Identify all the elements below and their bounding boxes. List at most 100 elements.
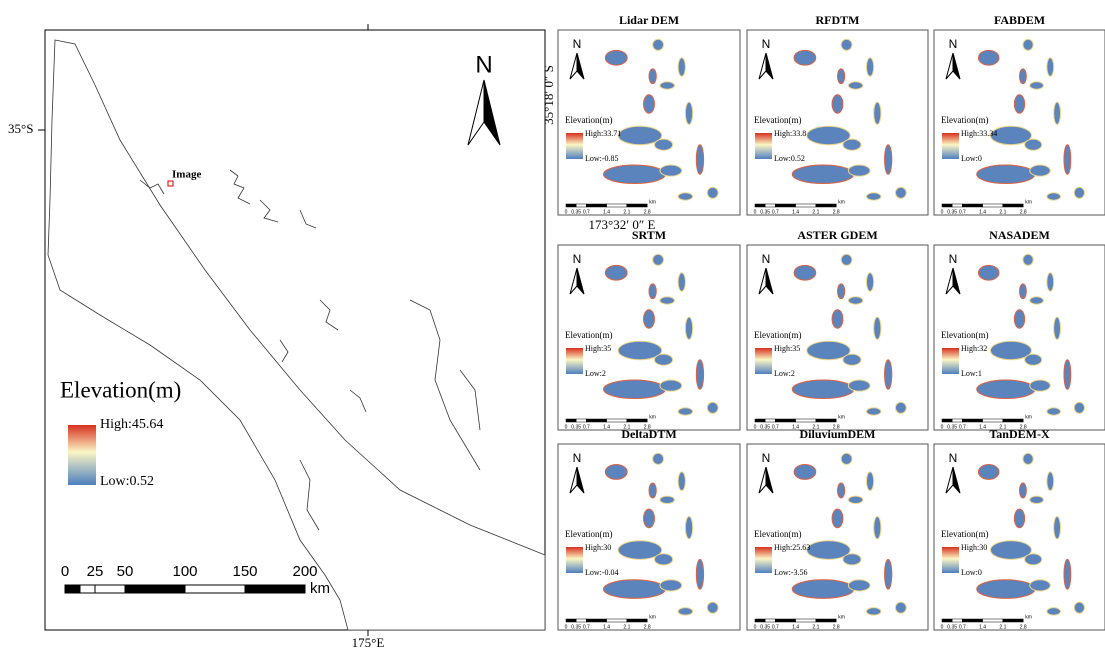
scale-segment (1002, 203, 1024, 208)
scale-label: 1.4 (792, 209, 799, 215)
scale-unit: km (310, 580, 330, 597)
water-body (837, 482, 846, 499)
water-body (1046, 192, 1062, 201)
scale-segment (764, 418, 776, 423)
water-body (884, 558, 893, 590)
scale-label: 2.8 (833, 624, 840, 630)
scale-label: 0.35 (947, 424, 957, 430)
water-body (653, 553, 674, 566)
water-body (1073, 186, 1085, 199)
water-body (684, 516, 694, 540)
water-body (1013, 94, 1026, 114)
water-body (791, 379, 855, 400)
scale-segment (775, 418, 796, 423)
scale-label: 0 (941, 424, 944, 430)
panel-frame (557, 443, 741, 631)
water-body (865, 57, 875, 77)
panel-title: TanDEM-X (989, 427, 1050, 441)
legend-low: Low:-3.56 (774, 568, 808, 577)
water-body (837, 68, 846, 85)
scale-label: 1.4 (603, 424, 610, 430)
water-body (1013, 309, 1026, 329)
north-arrow (952, 466, 961, 494)
scale-label: 2.1 (812, 424, 819, 430)
scale-label: 0 (754, 424, 757, 430)
scale-label: 1.4 (792, 424, 799, 430)
legend-high: High:45.64 (100, 417, 163, 432)
scale-unit: km (649, 414, 656, 420)
scale-segment (1002, 418, 1024, 423)
scale-label: 2.8 (1020, 624, 1027, 630)
water-body (603, 164, 666, 185)
legend-low: Low:0.52 (100, 474, 154, 489)
water-body (1022, 452, 1034, 465)
water-body (603, 579, 666, 599)
panel-frame (933, 244, 1105, 431)
inlets (139, 169, 481, 531)
water-body (706, 401, 719, 414)
water-body (806, 540, 851, 560)
scale-label: 0 (565, 209, 568, 215)
scale-segment (586, 203, 607, 208)
water-body (643, 508, 655, 529)
water-body (648, 283, 657, 300)
legend-title: Elevation(m) (941, 330, 988, 340)
scale-label: 200 (292, 563, 317, 580)
water-body (1024, 138, 1043, 151)
water-body (1024, 353, 1043, 366)
scale-label: 0.35 (571, 624, 581, 630)
scale-label: 2.8 (644, 424, 651, 430)
water-body (659, 296, 675, 305)
scale-segment (982, 203, 1004, 208)
legend-low: Low:0 (961, 568, 982, 577)
water-body (894, 401, 907, 414)
water-body (603, 379, 666, 400)
panel-frame (557, 244, 741, 431)
legend-ramp (755, 133, 772, 159)
legend-title: Elevation(m) (565, 529, 612, 539)
scale-label: 0 (941, 624, 944, 630)
water-body (884, 359, 893, 390)
scale-segment (775, 203, 796, 208)
water-body (1053, 516, 1062, 540)
scale-unit: km (1025, 614, 1032, 620)
scale-unit: km (838, 199, 845, 205)
water-body (837, 283, 846, 300)
scale-segment (626, 618, 648, 623)
water-body (684, 101, 694, 125)
water-body (677, 407, 694, 416)
water-body (1046, 272, 1055, 292)
scale-segment (962, 203, 983, 208)
water-body (695, 558, 705, 590)
water-body (806, 340, 851, 361)
panel-title: RFDTM (816, 13, 860, 27)
scale-label: 2.1 (999, 209, 1006, 215)
scale-label: 0.7 (772, 209, 779, 215)
legend-high: High:25.63 (774, 543, 810, 552)
scale-segment (795, 618, 817, 623)
scale-label: 0.7 (959, 424, 966, 430)
water-body (977, 264, 1000, 281)
water-body (659, 81, 675, 90)
scale-label: 50 (117, 563, 134, 580)
scale-segment (244, 584, 306, 594)
water-body (831, 94, 844, 114)
north-label: N (949, 37, 958, 51)
legend-title: Elevation(m) (941, 115, 988, 125)
scale-segment (951, 418, 963, 423)
water-body (604, 49, 628, 66)
scale-segment (754, 203, 766, 208)
water-body (977, 463, 1000, 480)
scale-segment (565, 618, 577, 623)
scale-segment (815, 203, 837, 208)
water-body (659, 379, 683, 392)
scale-label: 100 (172, 563, 197, 580)
panel-title: FABDEM (994, 13, 1045, 27)
scale-label: 0.7 (959, 624, 966, 630)
water-body (652, 452, 665, 465)
water-body (989, 340, 1032, 361)
water-body (604, 463, 628, 480)
legend-high: High:30 (961, 543, 987, 552)
water-body (1063, 144, 1072, 175)
